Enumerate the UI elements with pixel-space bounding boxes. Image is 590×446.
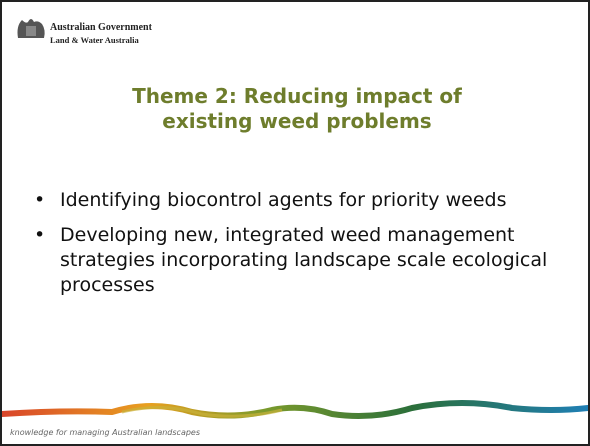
bullet-list: Identifying biocontrol agents for priori… — [32, 188, 552, 308]
agency: Land & Water Australia — [50, 35, 139, 45]
footer-tagline: knowledge for managing Australian landsc… — [10, 428, 200, 437]
slide-title: Theme 2: Reducing impact of existing wee… — [102, 84, 492, 134]
coat-of-arms — [14, 14, 48, 44]
bullet: Identifying biocontrol agents for priori… — [32, 188, 552, 213]
slide: Australian Government Land & Water Austr… — [0, 0, 590, 446]
bullet: Developing new, integrated weed manageme… — [32, 223, 552, 298]
decorative-wave — [2, 390, 588, 426]
organisation: Australian Government — [50, 22, 152, 33]
